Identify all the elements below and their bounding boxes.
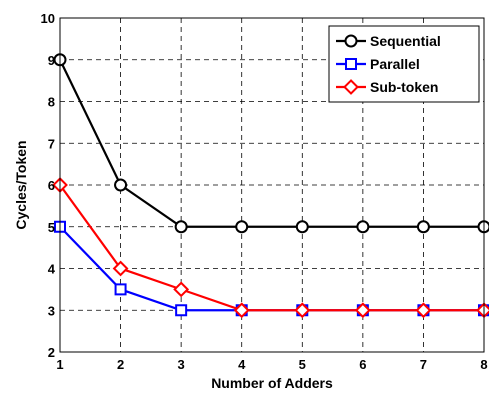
square-marker — [114, 283, 127, 296]
y-tick-label: 2 — [48, 345, 55, 360]
legend-item-sub-token: Sub-token — [336, 79, 438, 95]
plot-frame — [59, 17, 485, 353]
x-tick-label: 8 — [480, 357, 487, 372]
y-tick-label: 10 — [41, 11, 55, 26]
circle-marker — [344, 34, 358, 48]
square-marker — [345, 58, 357, 70]
y-axis-label: Cycles/Token — [13, 140, 29, 229]
y-tick-label: 5 — [48, 220, 55, 235]
diamond-marker — [294, 302, 311, 319]
circle-marker — [356, 220, 370, 234]
series-sub-token — [52, 177, 489, 319]
x-tick-label: 7 — [420, 357, 427, 372]
x-tick-label: 3 — [178, 357, 185, 372]
circle-marker — [295, 220, 309, 234]
legend: Sequential Parallel Sub-token — [328, 25, 480, 103]
series-line-sub-token — [59, 184, 484, 312]
legend-label: Sub-token — [370, 79, 438, 95]
diamond-marker — [354, 302, 371, 319]
x-tick-label: 5 — [299, 357, 306, 372]
x-tick-label: 1 — [56, 357, 63, 372]
circle-marker — [235, 220, 249, 234]
x-tick-label: 2 — [117, 357, 124, 372]
x-tick-label: 6 — [359, 357, 366, 372]
series-sequential — [53, 53, 489, 234]
diamond-marker — [112, 260, 129, 277]
legend-label: Parallel — [370, 56, 420, 72]
y-tick-label: 8 — [48, 95, 55, 110]
diamond-marker — [173, 281, 190, 298]
y-tick-label: 7 — [48, 136, 55, 151]
diamond-marker — [343, 79, 359, 95]
legend-item-sequential: Sequential — [336, 33, 441, 49]
y-tick-label: 3 — [48, 303, 55, 318]
y-tick-label: 4 — [48, 262, 56, 277]
x-axis-label: Number of Adders — [211, 375, 333, 391]
circle-marker — [416, 220, 430, 234]
y-tick-label: 6 — [48, 178, 55, 193]
diamond-marker — [233, 302, 250, 319]
legend-item-parallel: Parallel — [336, 56, 420, 72]
x-tick-label: 4 — [238, 357, 246, 372]
y-tick-label: 9 — [48, 53, 55, 68]
diamond-marker — [415, 302, 432, 319]
circle-marker — [174, 220, 188, 234]
series-line-sequential — [59, 59, 484, 228]
legend-label: Sequential — [370, 33, 441, 49]
square-marker — [175, 304, 188, 317]
circle-marker — [114, 178, 128, 192]
